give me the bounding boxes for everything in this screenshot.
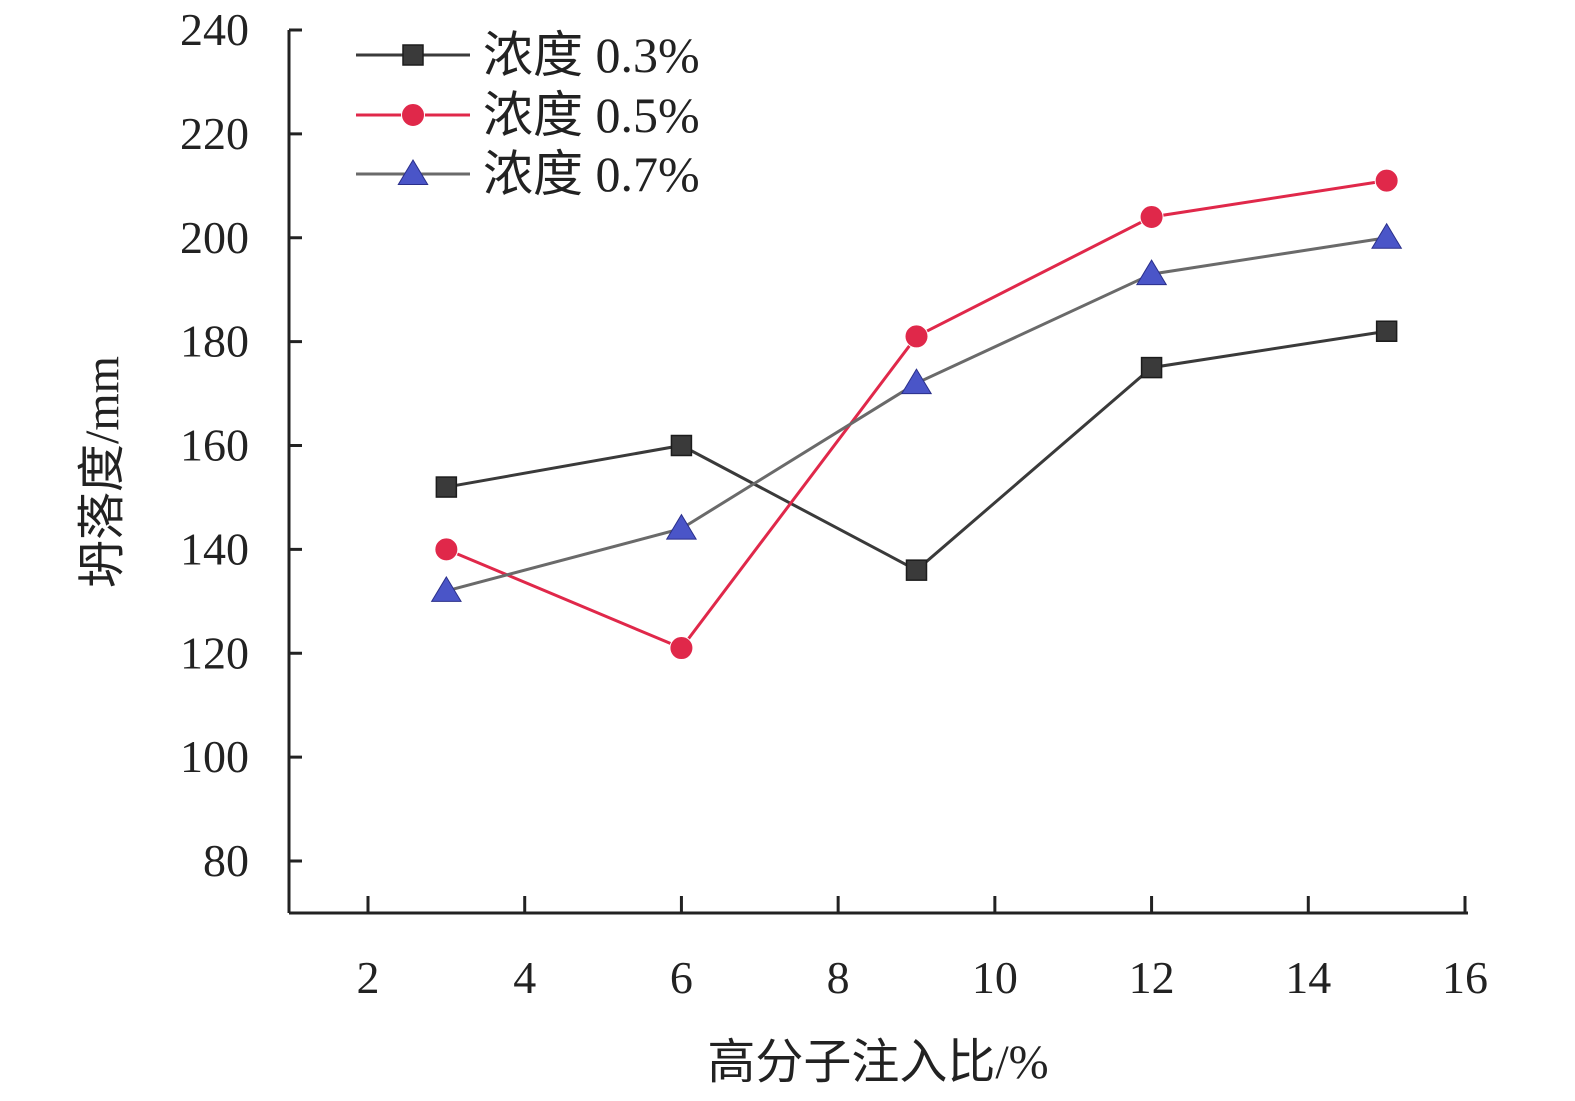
x-tick-label: 16 xyxy=(1442,952,1488,1003)
data-point xyxy=(434,537,459,562)
data-point xyxy=(1135,259,1168,286)
data-point xyxy=(670,434,693,457)
data-point xyxy=(900,368,933,395)
data-point xyxy=(430,575,462,602)
legend-item: 浓度 0.3% xyxy=(356,27,700,83)
y-tick-label: 120 xyxy=(180,627,249,678)
y-tick-label: 200 xyxy=(180,212,249,263)
series-3 xyxy=(430,222,1403,602)
y-tick-label: 240 xyxy=(180,4,249,55)
legend-marker xyxy=(401,103,425,127)
data-point xyxy=(905,559,928,581)
legend-item: 浓度 0.7% xyxy=(356,146,700,202)
x-tick-label: 12 xyxy=(1129,952,1175,1003)
x-tick-label: 14 xyxy=(1285,952,1331,1003)
legend-label: 浓度 0.5% xyxy=(483,87,700,143)
y-tick-label: 180 xyxy=(180,316,249,367)
y-tick-label: 100 xyxy=(180,731,249,782)
series-2 xyxy=(434,168,1399,661)
series-line xyxy=(446,329,1387,572)
x-tick-label: 10 xyxy=(972,952,1018,1003)
legend: 浓度 0.3%浓度 0.5%浓度 0.7% xyxy=(356,27,700,202)
x-tick-label: 6 xyxy=(670,952,693,1003)
data-point xyxy=(1371,222,1403,249)
series-1 xyxy=(435,320,1398,581)
series-layer xyxy=(430,168,1403,661)
data-point xyxy=(669,636,694,661)
legend-marker xyxy=(402,44,424,66)
data-point xyxy=(665,513,698,540)
y-tick-label: 220 xyxy=(180,108,249,159)
x-ticks: 2 4 6 8 10 12 14 16 xyxy=(357,896,1488,1003)
data-point xyxy=(904,324,929,349)
axes xyxy=(287,30,1468,915)
y-tick-label: 160 xyxy=(180,420,249,471)
x-axis-title: 高分子注入比/% xyxy=(707,1036,1048,1089)
legend-label: 浓度 0.3% xyxy=(483,27,700,83)
x-tick-label: 4 xyxy=(513,952,536,1003)
series-line xyxy=(445,236,1387,593)
x-tick-label: 8 xyxy=(827,952,850,1003)
data-point xyxy=(435,476,458,498)
legend-marker xyxy=(397,159,429,185)
legend-item: 浓度 0.5% xyxy=(356,87,700,143)
y-tick-label: 140 xyxy=(180,523,249,574)
data-point xyxy=(1140,356,1163,379)
data-point xyxy=(1375,320,1398,342)
y-axis-title: 坍落度/mm xyxy=(76,356,129,588)
y-ticks: 80 100 120 140 160 180 200 220 240 xyxy=(180,4,302,886)
data-point xyxy=(1374,168,1399,193)
y-tick-label: 80 xyxy=(203,835,249,886)
data-point xyxy=(1139,204,1164,229)
legend-label: 浓度 0.7% xyxy=(483,146,700,202)
x-tick-label: 2 xyxy=(357,952,380,1003)
